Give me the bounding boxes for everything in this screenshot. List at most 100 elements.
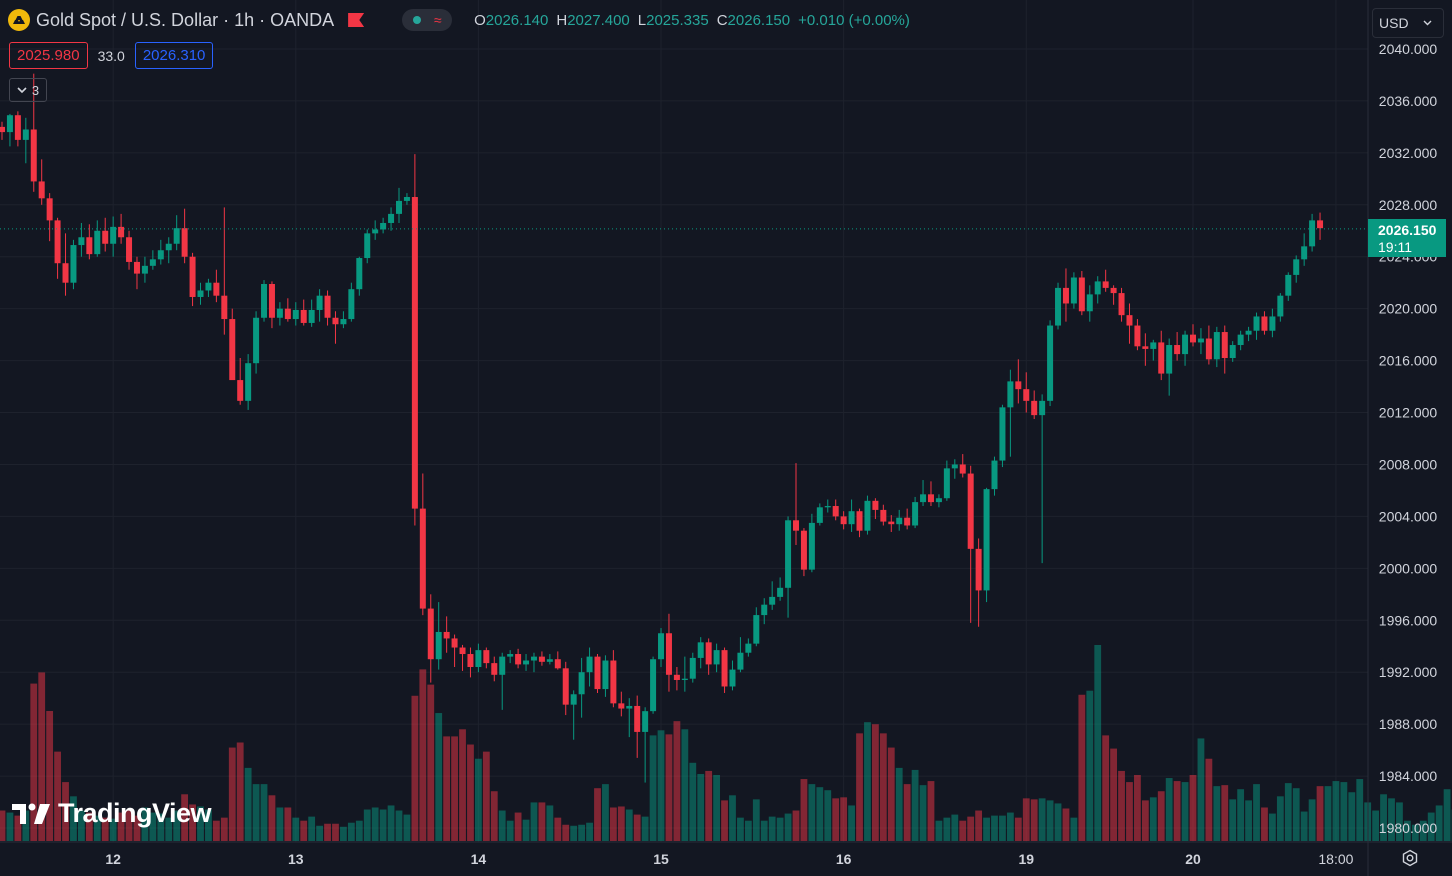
candle: [364, 229, 371, 264]
ohlc-low-key: L: [637, 11, 647, 29]
candle-body: [1078, 277, 1085, 312]
candle-body: [602, 660, 609, 690]
y-tick-label: 1996.000: [1379, 612, 1438, 628]
flag-icon[interactable]: [348, 13, 365, 27]
volume-bar: [1126, 782, 1133, 841]
volume-bar: [625, 809, 633, 841]
x-tick-label: 14: [471, 851, 487, 867]
candle-body: [737, 652, 744, 670]
candle-body: [1023, 389, 1030, 401]
volume-bar: [78, 810, 85, 841]
candle: [626, 698, 633, 738]
volume-bar: [109, 818, 117, 841]
candle: [538, 651, 545, 666]
candle-body: [800, 530, 807, 570]
volume-bar: [228, 747, 236, 841]
candle-body: [1245, 330, 1252, 335]
candle: [848, 499, 855, 532]
candle-body: [1031, 400, 1038, 416]
tradingview-watermark[interactable]: TradingView: [12, 798, 212, 829]
candle: [951, 459, 958, 479]
candle-body: [856, 511, 863, 531]
candle: [1055, 282, 1062, 330]
candle-body: [761, 604, 768, 616]
gold-bars-icon: [8, 9, 30, 31]
volume-bar: [856, 733, 863, 841]
candle-body: [30, 129, 37, 182]
volume-bar: [1213, 786, 1221, 841]
candle: [840, 511, 847, 530]
candle: [1166, 338, 1173, 396]
candle-body: [157, 250, 164, 260]
candle-body: [538, 656, 545, 662]
symbol-legend[interactable]: Gold Spot / U.S. Dollar · 1h · OANDA ≈ O…: [8, 9, 910, 31]
candle-body: [491, 663, 498, 675]
candle: [1023, 372, 1030, 413]
volume-bar: [181, 794, 189, 841]
candle-body: [1197, 338, 1204, 343]
volume-bar: [1110, 748, 1117, 841]
candle: [959, 454, 966, 478]
candle-body: [562, 668, 569, 705]
candle: [570, 690, 577, 740]
volume-bar: [792, 810, 800, 841]
candle: [800, 528, 807, 577]
currency-selector[interactable]: USD: [1372, 8, 1444, 38]
candle-body: [697, 642, 704, 658]
candle: [618, 691, 625, 717]
candle-body: [6, 115, 13, 133]
indicators-toggle-button[interactable]: 3: [9, 78, 47, 102]
candle: [348, 282, 355, 322]
candle: [745, 638, 752, 657]
last-price-label: 2026.150 19:11: [1368, 219, 1446, 257]
candle: [38, 159, 45, 205]
volume-bar: [1102, 735, 1110, 841]
candle-body: [94, 230, 101, 255]
candle-body: [1086, 294, 1093, 312]
candle: [78, 222, 85, 257]
candle-body: [1007, 381, 1014, 408]
x-tick-label: 20: [1185, 851, 1201, 867]
market-status-pill[interactable]: ≈: [402, 9, 453, 31]
volume-bar: [1316, 786, 1324, 841]
y-tick-label: 2008.000: [1379, 456, 1438, 472]
candle: [126, 230, 133, 270]
candle: [14, 111, 21, 147]
candle: [332, 311, 339, 344]
candle: [927, 481, 934, 507]
candle-body: [14, 115, 21, 140]
volume-bar: [1141, 800, 1149, 841]
volume-bar: [1197, 738, 1205, 841]
candle-body: [118, 226, 125, 238]
sell-price-button[interactable]: 2025.980: [9, 42, 88, 69]
candle-body: [705, 642, 712, 665]
volume-bar: [602, 784, 609, 841]
volume-bar: [1380, 794, 1387, 841]
candle: [761, 598, 768, 625]
symbol-title[interactable]: Gold Spot / U.S. Dollar · 1h · OANDA: [36, 9, 335, 30]
volume-bar: [570, 825, 578, 841]
buy-price-button[interactable]: 2026.310: [134, 42, 214, 69]
volume-bar: [975, 810, 983, 841]
volume-bar: [657, 730, 665, 841]
candle-body: [173, 228, 180, 244]
candle-body: [872, 500, 879, 510]
volume-bar: [919, 785, 927, 841]
candle: [189, 252, 196, 307]
volume-bar: [284, 807, 292, 841]
candle: [554, 651, 561, 670]
x-tick-label: 19: [1018, 851, 1034, 867]
candle: [467, 647, 474, 678]
gear-icon[interactable]: [1400, 848, 1420, 868]
candle: [507, 650, 514, 664]
candle: [785, 516, 792, 618]
candle: [1047, 320, 1054, 407]
volume-bar: [760, 820, 768, 841]
volume-bar: [332, 823, 339, 841]
candle-body: [689, 657, 696, 679]
candle-body: [1261, 316, 1268, 331]
candle: [1245, 326, 1252, 342]
volume-bar: [276, 807, 284, 841]
